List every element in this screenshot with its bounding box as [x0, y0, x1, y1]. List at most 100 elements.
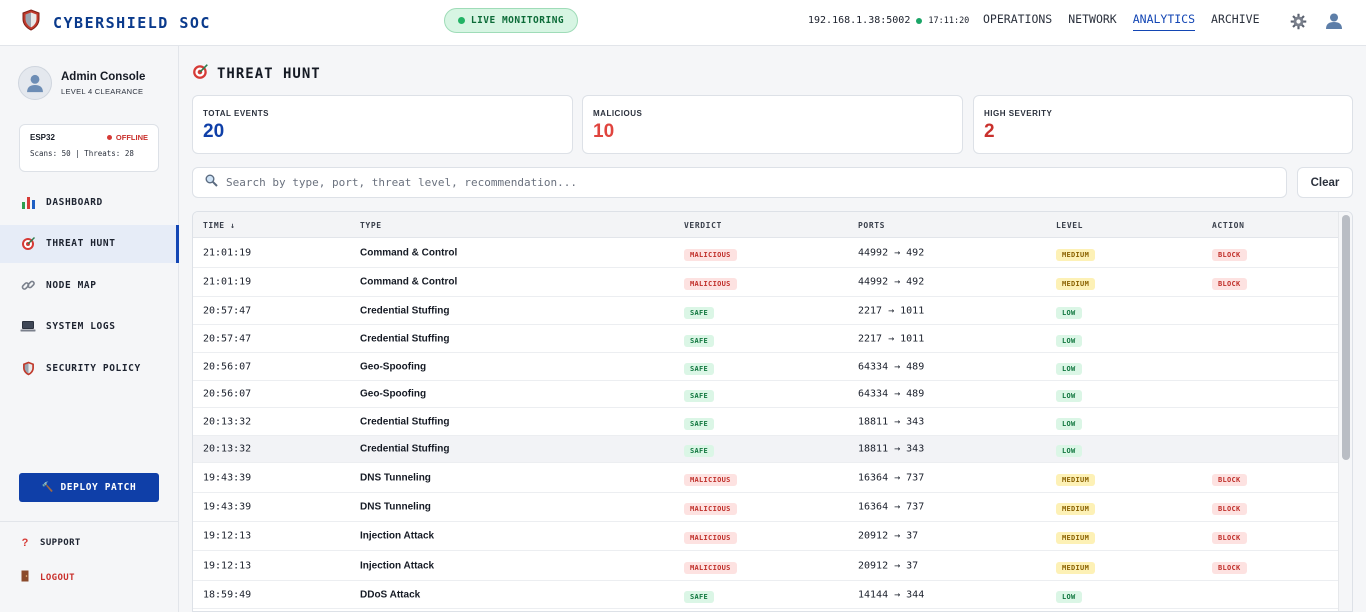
- column-header-time[interactable]: TIME ↓: [203, 221, 236, 230]
- column-header-type[interactable]: TYPE: [360, 221, 382, 230]
- block-button[interactable]: BLOCK: [1212, 248, 1247, 261]
- cell-ports: 2217 → 1011: [858, 305, 925, 316]
- level-badge: MEDIUM: [1056, 278, 1096, 290]
- nav-network[interactable]: NETWORK: [1068, 12, 1117, 26]
- clear-button[interactable]: Clear: [1297, 167, 1353, 198]
- verdict-badge: MALICIOUS: [684, 503, 737, 515]
- search-input[interactable]: [226, 176, 1266, 189]
- nav-operations[interactable]: OPERATIONS: [983, 12, 1053, 26]
- table-row[interactable]: 21:01:19 Command & Control MALICIOUS 44992 …: [193, 268, 1338, 297]
- table-row[interactable]: 18:59:49 DDoS Attack SAFE 14144 → 344 LOW: [193, 581, 1338, 609]
- sidebar: Admin Console LEVEL 4 CLEARANCE ESP32 OF…: [0, 46, 179, 612]
- table-row[interactable]: 19:12:13 Injection Attack MALICIOUS 20912 →…: [193, 551, 1338, 581]
- table-body: 21:01:19 Command & Control MALICIOUS 44992 …: [193, 238, 1338, 609]
- cell-verdict: MALICIOUS: [684, 557, 737, 575]
- host-status: 192.168.1.38:5002 17:11:20: [808, 15, 969, 26]
- column-header-verdict[interactable]: VERDICT: [684, 221, 722, 230]
- clock: 17:11:20: [928, 15, 970, 26]
- cell-level: MEDIUM: [1056, 498, 1096, 516]
- sidebar-item-security-policy[interactable]: SECURITY POLICY: [0, 349, 179, 387]
- sidebar-item-threat-hunt[interactable]: THREAT HUNT: [0, 224, 179, 263]
- table-row[interactable]: 21:01:19 Command & Control MALICIOUS 44992 …: [193, 238, 1338, 268]
- gear-icon[interactable]: [1290, 13, 1307, 35]
- cell-time: 21:01:19: [203, 276, 252, 288]
- table-row[interactable]: 20:56:07 Geo-Spoofing SAFE 64334 → 489 LOW: [193, 381, 1338, 408]
- table-row[interactable]: 19:43:39 DNS Tunneling MALICIOUS 16364 → 73…: [193, 463, 1338, 493]
- stat-value: 10: [593, 121, 615, 142]
- cell-time: 20:57:47: [203, 305, 252, 316]
- cell-action: BLOCK: [1212, 244, 1247, 262]
- search-box[interactable]: [192, 167, 1287, 198]
- table-row[interactable]: 20:57:47 Credential Stuffing SAFE 2217 → 10…: [193, 297, 1338, 325]
- column-header-level[interactable]: LEVEL: [1056, 221, 1084, 230]
- logout-label: LOGOUT: [40, 573, 75, 583]
- cell-ports: 14144 → 344: [858, 589, 925, 600]
- target-icon: [192, 63, 209, 85]
- cell-time: 20:56:07: [203, 388, 252, 400]
- block-button[interactable]: BLOCK: [1212, 473, 1247, 486]
- sidebar-item-label: THREAT HUNT: [46, 238, 116, 249]
- cell-ports: 2217 → 1011: [858, 333, 925, 344]
- cell-verdict: SAFE: [684, 302, 715, 320]
- brand[interactable]: CYBERSHIELD SOC: [22, 9, 211, 36]
- nav-archive[interactable]: ARCHIVE: [1211, 12, 1260, 26]
- level-badge: MEDIUM: [1056, 503, 1096, 515]
- table-row[interactable]: 20:57:47 Credential Stuffing SAFE 2217 → 10…: [193, 325, 1338, 353]
- stat-card-high-severity: HIGH SEVERITY 2: [973, 95, 1353, 154]
- cell-time: 19:43:39: [203, 472, 252, 483]
- cell-level: LOW: [1056, 330, 1082, 348]
- column-header-action[interactable]: ACTION: [1212, 221, 1245, 230]
- table-row[interactable]: 20:13:32 Credential Stuffing SAFE 18811 → 3…: [193, 408, 1338, 436]
- block-button[interactable]: BLOCK: [1212, 532, 1247, 544]
- block-button[interactable]: BLOCK: [1212, 503, 1247, 515]
- user-icon[interactable]: [1325, 12, 1343, 35]
- sidebar-item-label: NODE MAP: [46, 279, 97, 291]
- table-row[interactable]: 20:56:07 Geo-Spoofing SAFE 64334 → 489 LOW: [193, 353, 1338, 381]
- stat-label: MALICIOUS: [593, 109, 643, 118]
- block-button[interactable]: BLOCK: [1212, 561, 1247, 574]
- device-offline-status: OFFLINE: [106, 133, 148, 142]
- laptop-icon: [20, 319, 36, 335]
- cell-ports: 18811 → 343: [858, 416, 925, 427]
- verdict-badge: SAFE: [684, 445, 715, 457]
- table-scrollbar[interactable]: [1338, 212, 1352, 611]
- avatar: [18, 66, 52, 100]
- deploy-patch-button[interactable]: 🔨 DEPLOY PATCH: [19, 473, 159, 502]
- column-header-ports[interactable]: PORTS: [858, 221, 886, 230]
- brand-title: CYBERSHIELD SOC: [53, 13, 211, 32]
- cell-verdict: SAFE: [684, 586, 715, 604]
- cell-type: Injection Attack: [360, 560, 435, 571]
- sidebar-item-node-map[interactable]: NODE MAP: [0, 266, 179, 304]
- cell-ports: 16364 → 737: [858, 472, 925, 483]
- shield-logo-icon: [22, 9, 40, 36]
- cell-verdict: SAFE: [684, 440, 715, 458]
- table-row[interactable]: 19:43:39 DNS Tunneling MALICIOUS 16364 → 73…: [193, 493, 1338, 522]
- stat-card-malicious: MALICIOUS 10: [582, 95, 963, 154]
- sidebar-item-label: SECURITY POLICY: [46, 362, 141, 374]
- support-link[interactable]: ? SUPPORT: [20, 537, 81, 549]
- sidebar-item-dashboard[interactable]: DASHBOARD: [0, 183, 179, 221]
- verdict-badge: MALICIOUS: [684, 278, 737, 290]
- cell-verdict: MALICIOUS: [684, 273, 737, 291]
- verdict-badge: SAFE: [684, 362, 715, 375]
- device-status-label: OFFLINE: [115, 133, 148, 142]
- cell-verdict: SAFE: [684, 385, 715, 403]
- cell-verdict: MALICIOUS: [684, 244, 737, 262]
- table-row[interactable]: 20:13:32 Credential Stuffing SAFE 18811 → 3…: [193, 436, 1338, 463]
- logout-link[interactable]: LOGOUT: [20, 569, 75, 587]
- scrollbar-thumb[interactable]: [1342, 215, 1350, 460]
- sidebar-item-label: SYSTEM LOGS: [46, 321, 116, 332]
- nav-analytics[interactable]: ANALYTICS: [1132, 12, 1196, 31]
- level-badge: LOW: [1056, 590, 1082, 603]
- sidebar-item-system-logs[interactable]: SYSTEM LOGS: [0, 308, 179, 346]
- block-button[interactable]: BLOCK: [1212, 278, 1247, 290]
- cell-level: LOW: [1056, 413, 1082, 431]
- cell-action: BLOCK: [1212, 469, 1247, 487]
- cell-type: DNS Tunneling: [360, 472, 431, 483]
- table-row[interactable]: 19:12:13 Injection Attack MALICIOUS 20912 →…: [193, 522, 1338, 551]
- cell-level: LOW: [1056, 358, 1082, 376]
- level-badge: MEDIUM: [1056, 473, 1096, 486]
- search-icon: [205, 174, 218, 192]
- cell-action: BLOCK: [1212, 273, 1247, 291]
- stat-label: TOTAL EVENTS: [203, 109, 270, 118]
